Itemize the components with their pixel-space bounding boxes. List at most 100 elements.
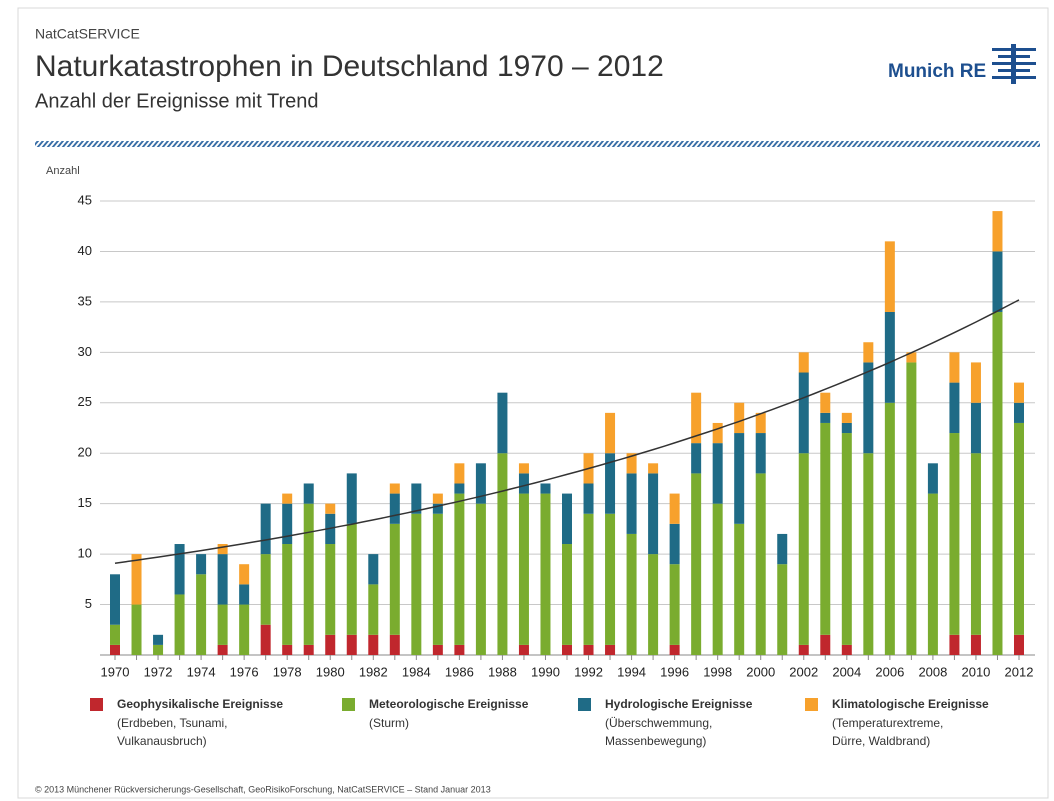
bar-segment	[260, 554, 271, 625]
bar-segment	[303, 483, 314, 504]
bar-segment	[648, 554, 659, 655]
y-tick-label: 40	[78, 243, 92, 258]
bar-segment	[712, 422, 723, 444]
bar-segment	[110, 624, 120, 645]
bar-segment	[712, 443, 723, 504]
bar-segment	[282, 544, 293, 645]
footer: © 2013 Münchener Rückversicherungs-Gesel…	[35, 784, 491, 794]
bar-segment	[325, 634, 336, 655]
bar-segment	[691, 473, 702, 655]
bar-segment	[368, 584, 379, 635]
x-tick-label: 1974	[187, 664, 216, 679]
x-tick-label: 1978	[273, 664, 302, 679]
y-tick-label: 30	[78, 344, 92, 359]
bar-segment	[970, 453, 981, 635]
bar-segment	[217, 544, 228, 555]
bar-segment	[260, 624, 271, 655]
bar-segment	[153, 644, 164, 655]
bar-segment	[174, 544, 185, 595]
bar-segment	[346, 523, 357, 635]
bar-segment	[282, 644, 293, 655]
bar-segment	[841, 412, 852, 423]
bar-segment	[217, 604, 228, 645]
divider	[35, 141, 1040, 147]
x-tick-label: 2010	[961, 664, 990, 679]
x-tick-label: 1976	[230, 664, 259, 679]
bar-segment	[712, 503, 723, 655]
bar-segment	[605, 644, 616, 655]
bar-segment	[798, 352, 809, 373]
bar-segment	[346, 634, 357, 655]
bar-segment	[583, 483, 594, 514]
legend-description: Massenbewegung)	[605, 734, 706, 748]
bar-segment	[303, 503, 314, 645]
bar-segment	[110, 574, 120, 625]
bar-segment	[884, 241, 895, 312]
x-tick-label: 1998	[703, 664, 732, 679]
bar-segment	[389, 523, 400, 635]
legend-description: (Überschwemmung,	[605, 716, 712, 730]
bar-segment	[432, 513, 443, 645]
bar-segment	[497, 453, 508, 655]
bar-segment	[432, 493, 443, 504]
bar-segment	[734, 433, 745, 524]
bar-segment	[798, 644, 809, 655]
x-tick-label: 1984	[402, 664, 431, 679]
bar-segment	[540, 493, 551, 655]
x-tick-label: 2002	[789, 664, 818, 679]
y-tick-label: 5	[85, 596, 92, 611]
x-tick-label: 1994	[617, 664, 646, 679]
legend-swatch	[578, 698, 591, 711]
bar-segment	[605, 513, 616, 645]
legend-description: (Temperaturextreme,	[832, 716, 943, 730]
bar-segment	[260, 503, 271, 555]
bar-segment	[820, 634, 831, 655]
bar-segment	[518, 463, 529, 474]
x-tick-label: 2000	[746, 664, 775, 679]
logo-icon	[992, 44, 1036, 84]
bar-segment	[820, 422, 831, 635]
x-tick-label: 1992	[574, 664, 603, 679]
legend-label: Meteorologische Ereignisse	[369, 697, 529, 711]
bar-segment	[131, 554, 142, 605]
bar-segment	[992, 311, 1003, 655]
bar-segment	[389, 634, 400, 655]
bar-segment	[863, 362, 874, 454]
bar-segment	[282, 503, 293, 545]
bar-segment	[475, 463, 486, 504]
x-tick-label: 1970	[101, 664, 130, 679]
bar-segment	[303, 644, 314, 655]
y-axis-label: Anzahl	[46, 165, 80, 177]
bar-segment	[475, 503, 486, 655]
bar-segment	[454, 644, 465, 655]
bar-segment	[1014, 422, 1024, 635]
bar-segment	[992, 251, 1003, 312]
bar-segment	[927, 493, 938, 655]
bar-segment	[691, 392, 702, 444]
bar-segment	[906, 362, 917, 655]
bar-segment	[346, 473, 357, 524]
bar-segment	[970, 402, 981, 454]
y-tick-label: 10	[78, 546, 92, 561]
legend-label: Klimatologische Ereignisse	[832, 697, 989, 711]
bar-segment	[325, 544, 336, 635]
bar-segment	[884, 402, 895, 655]
logo-text: Munich RE	[888, 61, 986, 82]
bar-segment	[626, 473, 637, 534]
y-tick-label: 20	[78, 445, 92, 460]
legend-description: (Erdbeben, Tsunami,	[117, 716, 228, 730]
legend-description: Vulkanausbruch)	[117, 734, 207, 748]
bar-segment	[755, 433, 766, 474]
bar-segment	[820, 412, 831, 423]
bar-segment	[992, 211, 1003, 252]
bar-segment	[540, 483, 551, 494]
x-tick-label: 2008	[918, 664, 947, 679]
bar-segment	[755, 412, 766, 434]
legend-label: Geophysikalische Ereignisse	[117, 697, 283, 711]
legend-label: Hydrologische Ereignisse	[605, 697, 753, 711]
bar-segment	[389, 493, 400, 524]
bar-segment	[669, 493, 680, 524]
bar-segment	[368, 634, 379, 655]
